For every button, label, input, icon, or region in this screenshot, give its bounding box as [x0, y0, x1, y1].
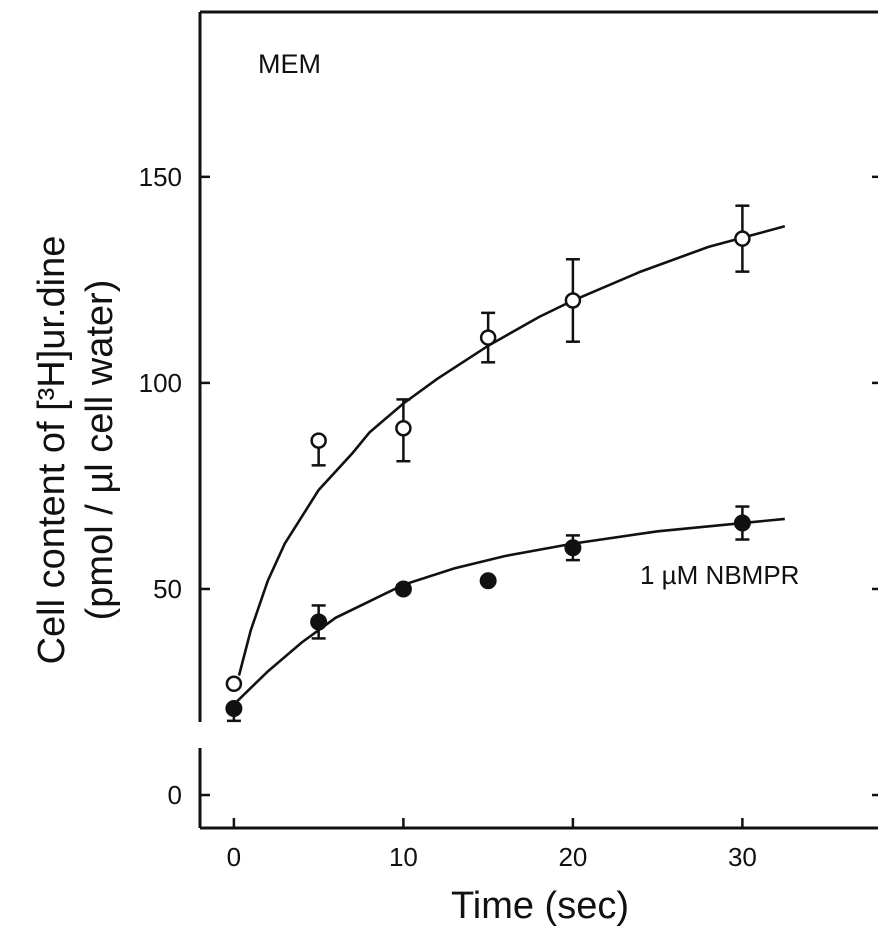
- data-point-control: [734, 230, 751, 247]
- y-tick-label: 0: [168, 780, 182, 810]
- x-tick-label: 30: [728, 842, 757, 872]
- annotation-nbmpr: 1 µM NBMPR: [640, 560, 799, 590]
- data-point-nbmpr: [310, 613, 328, 631]
- plot-frame: [198, 10, 878, 830]
- y-axis-title-line1: Cell content of [³H]ur.dine: [31, 236, 73, 665]
- data-point-nbmpr: [733, 514, 751, 532]
- data-point-nbmpr: [225, 699, 243, 717]
- x-tick-label: 10: [389, 842, 418, 872]
- fit-curve-control: [237, 225, 786, 676]
- data-point-control: [395, 419, 412, 437]
- x-tick-label: 20: [558, 842, 587, 872]
- y-tick-label: 100: [139, 368, 182, 398]
- fit-curve-nbmpr: [232, 517, 785, 706]
- data-point-control: [479, 329, 497, 346]
- data-point-control: [564, 292, 582, 309]
- data-point-nbmpr: [394, 580, 412, 598]
- axis-ticks: 0 50 100 150 0 10 20 30: [139, 162, 878, 872]
- y-tick-label: 150: [139, 162, 182, 192]
- x-axis-title: Time (sec): [451, 885, 629, 927]
- data-point-nbmpr: [564, 539, 582, 557]
- y-tick-label: 50: [153, 574, 182, 604]
- x-tick-label: 0: [227, 842, 241, 872]
- data-point-nbmpr: [479, 572, 497, 590]
- y-axis-title-line2: (pmol / µl cell water): [79, 280, 121, 621]
- data-point-control: [225, 675, 243, 693]
- annotation-mem: MEM: [258, 49, 321, 79]
- data-point-control: [310, 432, 327, 449]
- error-bars: [226, 204, 750, 723]
- data-points: [225, 230, 751, 717]
